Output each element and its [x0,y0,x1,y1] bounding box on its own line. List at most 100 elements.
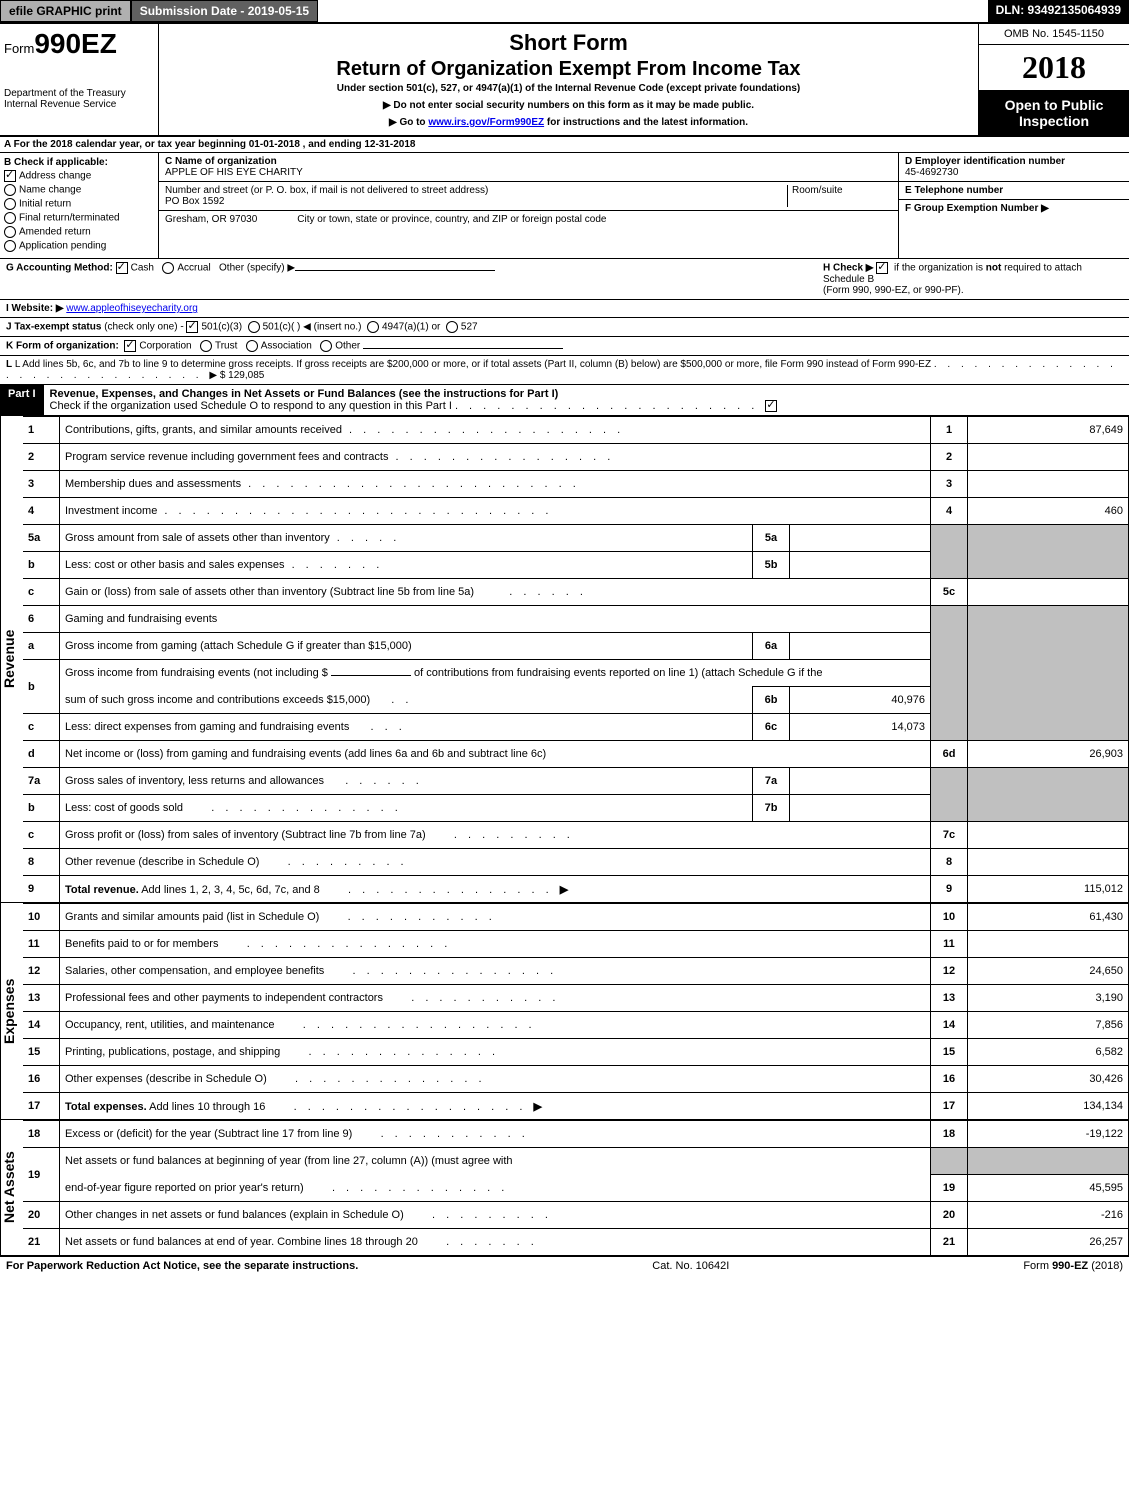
irs-link[interactable]: www.irs.gov/Form990EZ [428,117,544,128]
room-suite-label: Room/suite [787,185,892,207]
j-527-radio[interactable] [446,321,458,333]
f-arrow: ▶ [1041,203,1049,214]
part1-check-text: Check if the organization used Schedule … [50,400,452,412]
section-g: G Accounting Method: Cash Accrual Other … [6,262,495,296]
footer-cat: Cat. No. 10642I [652,1260,729,1272]
k-other-radio[interactable] [320,340,332,352]
section-a-prefix: A For the 2018 calendar year, or tax yea… [4,139,249,150]
dln-label: DLN: 93492135064939 [988,0,1129,22]
j-501c-radio[interactable] [248,321,260,333]
section-gh: G Accounting Method: Cash Accrual Other … [0,259,1129,300]
h-text1: if the organization is [894,263,986,274]
k-label: K Form of organization: [6,341,119,352]
line-10: 10Grants and similar amounts paid (list … [23,904,1129,931]
dept-treasury: Department of the Treasury [4,88,154,99]
part1-badge: Part I [0,385,44,415]
l-text: L Add lines 5b, 6c, and 7b to line 9 to … [15,359,931,370]
section-bcd: B Check if applicable: Address change Na… [0,153,1129,259]
line-5a: 5a Gross amount from sale of assets othe… [23,525,1129,552]
k-other: Other [335,341,360,352]
efile-print-button[interactable]: efile GRAPHIC print [0,0,131,22]
section-k: K Form of organization: Corporation Trus… [0,337,1129,356]
j-4947-radio[interactable] [367,321,379,333]
section-def: D Employer identification number 45-4692… [898,153,1129,258]
section-c: C Name of organization APPLE OF HIS EYE … [159,153,898,258]
section-a-mid: , and ending [303,139,365,150]
chk-name-change[interactable]: Name change [4,184,154,196]
j-501c: 501(c)( ) ◀ (insert no.) [263,322,362,333]
line-6: 6 Gaming and fundraising events [23,606,1129,633]
j-527: 527 [461,322,478,333]
d-ein-label: D Employer identification number [905,156,1123,167]
netassets-side-label: Net Assets [0,1120,23,1255]
section-b-label: B Check if applicable: [4,157,154,168]
footer-left: For Paperwork Reduction Act Notice, see … [6,1260,358,1272]
org-city: Gresham, OR 97030 [165,214,257,225]
tax-year: 2018 [979,45,1129,91]
k-trust: Trust [215,341,237,352]
netassets-block: Net Assets 18Excess or (deficit) for the… [0,1120,1129,1256]
org-address: PO Box 1592 [165,196,787,207]
expenses-block: Expenses 10Grants and similar amounts pa… [0,903,1129,1120]
g-cash: Cash [131,263,154,274]
part1-title: Revenue, Expenses, and Changes in Net As… [50,388,1123,400]
i-label: I Website: ▶ [6,303,64,314]
e-tel-label: E Telephone number [905,185,1123,196]
chk-final-return[interactable]: Final return/terminated [4,212,154,224]
k-corp-check[interactable] [124,340,136,352]
h-check[interactable] [876,262,888,274]
short-form-title: Short Form [163,30,974,56]
chk-application-pending[interactable]: Application pending [4,240,154,252]
irs-label: Internal Revenue Service [4,99,154,110]
j-501c3: 501(c)(3) [201,322,242,333]
website-link[interactable]: www.appleofhiseyecharity.org [66,303,198,314]
chk-initial-return[interactable]: Initial return [4,198,154,210]
open-to-public: Open to Public Inspection [979,91,1129,135]
line-21: 21Net assets or fund balances at end of … [23,1229,1129,1256]
part1-schedule-o-check[interactable] [765,400,777,412]
revenue-side-label: Revenue [0,416,23,902]
footer-form: Form 990-EZ (2018) [1023,1260,1123,1272]
chk-amended-return[interactable]: Amended return [4,226,154,238]
g-accrual-radio[interactable] [162,262,174,274]
line-5c: c Gain or (loss) from sale of assets oth… [23,579,1129,606]
line-7a: 7a Gross sales of inventory, less return… [23,768,1129,795]
expenses-side-label: Expenses [0,903,23,1119]
part1-header-row: Part I Revenue, Expenses, and Changes in… [0,385,1129,416]
k-assoc-radio[interactable] [246,340,258,352]
g-cash-check[interactable] [116,262,128,274]
k-trust-radio[interactable] [200,340,212,352]
line-9: 9 Total revenue. Add lines 1, 2, 3, 4, 5… [23,876,1129,903]
line-7c: c Gross profit or (loss) from sales of i… [23,822,1129,849]
line-6d: d Net income or (loss) from gaming and f… [23,741,1129,768]
section-a: A For the 2018 calendar year, or tax yea… [0,137,1129,153]
form-990ez: 990EZ [34,28,117,59]
goto-note: ▶ Go to www.irs.gov/Form990EZ for instru… [163,117,974,128]
ssn-warning: ▶ Do not enter social security numbers o… [163,100,974,111]
j-501c3-check[interactable] [186,321,198,333]
line-18: 18Excess or (deficit) for the year (Subt… [23,1121,1129,1148]
city-label: City or town, state or province, country… [297,214,606,225]
open-public-line2: Inspection [981,113,1127,129]
submission-date-label: Submission Date - 2019-05-15 [131,0,318,22]
section-b: B Check if applicable: Address change Na… [0,153,159,258]
line-20: 20Other changes in net assets or fund ba… [23,1202,1129,1229]
line-14: 14Occupancy, rent, utilities, and mainte… [23,1012,1129,1039]
addr-label: Number and street (or P. O. box, if mail… [165,185,787,196]
line-8: 8 Other revenue (describe in Schedule O)… [23,849,1129,876]
tax-year-end: 12-31-2018 [364,139,415,150]
line-11: 11Benefits paid to or for members . . . … [23,931,1129,958]
org-name: APPLE OF HIS EYE CHARITY [165,167,892,178]
ein-value: 45-4692730 [905,167,1123,178]
expenses-table: 10Grants and similar amounts paid (list … [23,903,1129,1120]
line-2: 2 Program service revenue including gove… [23,444,1129,471]
chk-address-change[interactable]: Address change [4,170,154,182]
subtitle: Under section 501(c), 527, or 4947(a)(1)… [163,83,974,94]
section-l: L L Add lines 5b, 6c, and 7b to line 9 t… [0,356,1129,385]
k-assoc: Association [261,341,312,352]
section-j: J Tax-exempt status (check only one) - 5… [0,318,1129,337]
form-header: Form990EZ Department of the Treasury Int… [0,24,1129,137]
netassets-table: 18Excess or (deficit) for the year (Subt… [23,1120,1129,1256]
line-19-1: 19Net assets or fund balances at beginni… [23,1148,1129,1175]
line-16: 16Other expenses (describe in Schedule O… [23,1066,1129,1093]
